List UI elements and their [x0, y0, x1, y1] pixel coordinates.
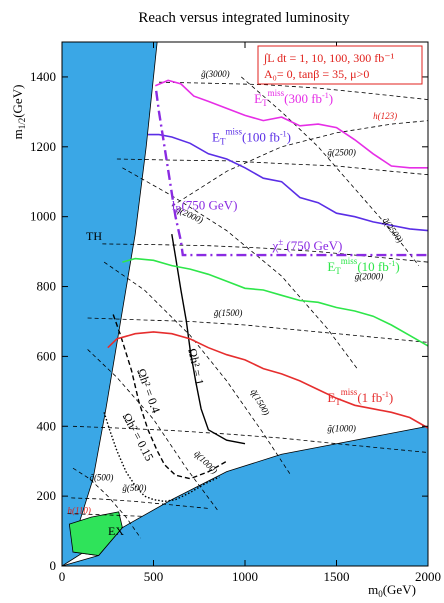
y-tick-label: 200: [37, 488, 57, 503]
mass-contours: [67, 76, 429, 539]
slepton-label: lR(750 GeV): [172, 198, 238, 215]
x-tick-label: 500: [144, 569, 164, 584]
curve-label: h(123): [373, 111, 397, 121]
x-tick-label: 1000: [232, 569, 258, 584]
curve-label: g̃(1000): [327, 424, 356, 434]
contour-gluino-1000: [72, 425, 429, 453]
y-tick-label: 0: [50, 558, 57, 573]
curve-label: g̃(1500): [214, 308, 243, 318]
reach-label: ETmiss(300 fb-1): [254, 88, 333, 108]
reach-label: ETmiss(1 fb-1): [327, 387, 393, 407]
relic-density-curves: [103, 233, 246, 503]
contour-gluino-2500: [116, 158, 429, 176]
reach-label: ETmiss(10 fb-1): [327, 256, 399, 276]
y-axis-label: m1/2(GeV): [10, 85, 27, 140]
chargino-slepton-curve: [155, 90, 428, 257]
contour-squark-500: [72, 467, 142, 539]
curve-label: Ωh² = 1: [185, 347, 206, 386]
reach-label: ETmiss(100 fb-1): [212, 127, 291, 147]
legend-line-2: A₀= 0, tanβ = 35, μ>0: [264, 67, 369, 81]
ex-label: EX: [108, 524, 124, 538]
contour-squark-1500: [103, 261, 292, 476]
y-tick-label: 600: [37, 348, 57, 363]
y-tick-label: 800: [37, 279, 57, 294]
reach-curves: [107, 79, 429, 429]
curve-label: q̃(1000): [192, 449, 219, 476]
curve-label: Ωh² = 0.4: [134, 367, 163, 415]
curve-label: q̃(500): [89, 472, 113, 482]
ex-region: [68, 511, 123, 556]
y-tick-label: 1000: [30, 209, 56, 224]
y-tick-label: 1400: [30, 69, 56, 84]
chargino-label: χ± (750 GeV): [271, 237, 342, 253]
contour-higgs-110: [67, 513, 145, 517]
curve-label: q̃(2500): [381, 216, 406, 245]
y-tick-label: 1200: [30, 139, 56, 154]
reach-curve-0: [154, 79, 428, 169]
legend-line-1: ∫L dt = 1, 10, 100, 300 fb⁻¹: [263, 51, 395, 65]
relic-curve-2: [103, 412, 220, 503]
th-label: TH: [86, 229, 102, 243]
x-tick-label: 0: [59, 569, 66, 584]
contour-gluino-2000: [102, 243, 429, 263]
reach-curve-1: [148, 133, 429, 232]
y-tick-label: 400: [37, 418, 57, 433]
reach-curve-3: [107, 331, 429, 429]
x-tick-label: 1500: [324, 569, 350, 584]
x-tick-label: 2000: [415, 569, 441, 584]
contour-higgs-123: [171, 120, 429, 207]
relic-curve-0: [171, 233, 246, 445]
curve-label: g̃(500): [122, 483, 146, 493]
reach-curve-2: [122, 257, 429, 347]
contour-squark-2500: [241, 76, 420, 266]
x-axis-ticks: 0 500 1000 1500 2000: [59, 42, 441, 584]
curve-label: g̃(2000): [355, 272, 384, 282]
curve-label: g̃(2500): [327, 148, 356, 158]
contour-squark-2000: [122, 167, 359, 371]
relic-curve-1: [112, 314, 228, 480]
legend-box: [257, 45, 423, 85]
x-axis-label: m0(GeV): [368, 582, 416, 599]
y-axis-ticks: 0 200 400 600 800 1000 1200 1400: [30, 69, 428, 573]
contour-gluino-500: [71, 497, 209, 509]
th-bottom-region: [61, 425, 429, 567]
chargino-slepton-line: [155, 90, 428, 257]
curve-label: q̃(1500): [249, 387, 272, 417]
contour-gluino-1500: [87, 317, 429, 343]
curve-label: g̃(3000): [201, 69, 230, 79]
curve-label: h(110): [67, 506, 90, 516]
chart-title: Reach versus integrated luminosity: [138, 10, 350, 26]
